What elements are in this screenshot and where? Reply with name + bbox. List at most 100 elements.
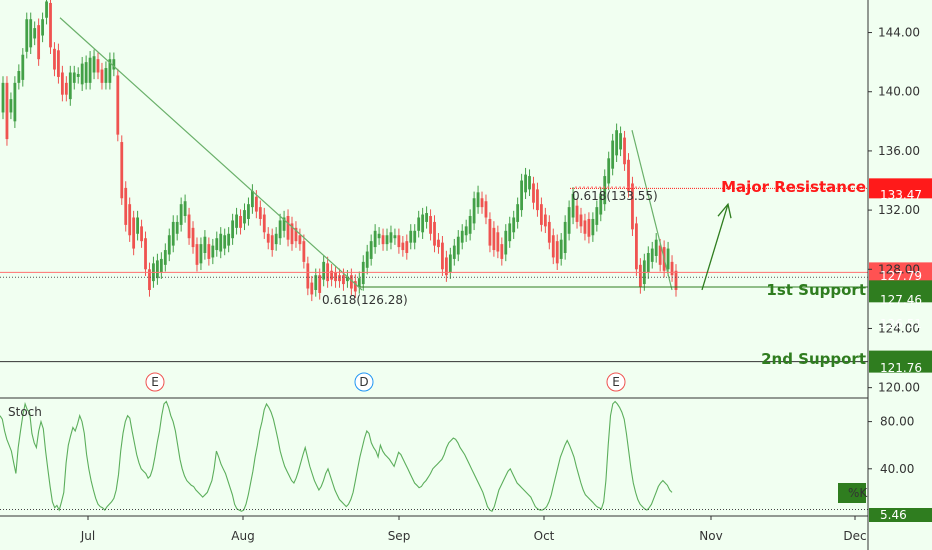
text-layer: Stoch %K Jul Aug Sep Oct Nov Dec Major R… [8, 178, 922, 543]
candle-body [373, 230, 377, 248]
candle-body [243, 210, 246, 224]
stoch-tick-label: 80.00 [880, 415, 914, 429]
candle-body [120, 142, 124, 199]
candle-body [611, 140, 615, 169]
candle-body [381, 235, 385, 245]
candle-body [92, 56, 96, 73]
candle-body [571, 193, 575, 218]
candle-body [203, 236, 207, 254]
candle-body [290, 223, 294, 245]
candle-body [64, 82, 68, 95]
candle-body [223, 235, 227, 249]
x-tick-label: Dec [843, 529, 866, 543]
candle-body [369, 241, 373, 259]
candle-body [607, 158, 611, 184]
candle-body [464, 226, 468, 236]
candle-body [306, 263, 310, 289]
price-tag-2: 127.46 [880, 293, 922, 307]
candle-body [346, 276, 349, 282]
candle-body [251, 190, 254, 208]
candle-body [559, 239, 563, 259]
y-tick-label: 140.00 [878, 85, 920, 99]
annotations [0, 178, 932, 522]
candle-body [421, 214, 425, 233]
candle-body [17, 71, 21, 83]
candle-body [258, 207, 262, 219]
candle-body [583, 220, 587, 234]
fib-trend-line-2 [631, 130, 673, 291]
candle-body [195, 244, 199, 265]
candle-body [520, 180, 524, 211]
y-tick-label: 128.00 [878, 262, 920, 276]
candle-body [144, 238, 147, 270]
candle-body [587, 218, 591, 237]
candle-body [615, 130, 619, 156]
candle-body [314, 275, 318, 290]
candle-body [159, 258, 163, 273]
candle-body [646, 253, 650, 273]
candle-body [25, 19, 29, 52]
candle-body [551, 235, 555, 258]
candle-body [413, 230, 417, 243]
arrow-line [701, 203, 729, 291]
candle-body [278, 220, 282, 239]
major-resistance-label: Major Resistance [721, 178, 866, 196]
candle-body [68, 72, 72, 100]
candle-body [603, 176, 607, 205]
candle-body [29, 19, 33, 48]
candle-body [496, 232, 500, 252]
candle-body [266, 233, 270, 243]
candle-body [365, 251, 369, 268]
candle-body [191, 227, 195, 248]
fib-label-1: 0.618(126.28) [322, 293, 408, 307]
candle-body [183, 201, 187, 217]
candle-body [124, 187, 128, 225]
candle-body [302, 241, 306, 262]
candle-body [80, 63, 84, 85]
candle-body [155, 260, 159, 279]
candle-body [528, 176, 531, 190]
candle-body [433, 221, 436, 246]
candle-body [536, 189, 539, 211]
y-tick-label: 136.00 [878, 144, 920, 158]
candle-body [635, 223, 638, 270]
candle-body [33, 28, 37, 39]
resistance-tag-bg [869, 178, 932, 199]
candle-body [57, 50, 60, 77]
candle-body [532, 183, 535, 203]
candle-body [219, 233, 223, 252]
candle-body [330, 270, 333, 280]
candle-body [567, 207, 571, 234]
candle-body [460, 230, 464, 243]
candle-body [444, 257, 448, 276]
candle-body [322, 261, 326, 280]
candle-body [524, 174, 527, 193]
candle-body [21, 54, 25, 80]
candle-body [231, 220, 235, 239]
candle-body [254, 196, 258, 212]
candle-body [215, 238, 219, 251]
candle-body [658, 245, 662, 265]
candle-body [579, 214, 583, 227]
candle-body [409, 230, 413, 243]
candle-body [211, 245, 215, 258]
candle-body [60, 72, 64, 95]
arrow-head [717, 202, 732, 219]
resistance-price-tag: 133.47 [880, 188, 922, 202]
candle-body [492, 227, 496, 251]
second-support-tag: 121.76 [880, 361, 922, 375]
candle-body [595, 207, 599, 225]
candle-body [116, 75, 120, 135]
candle-body [456, 236, 460, 255]
y-tick-label: 120.00 [878, 381, 920, 395]
stoch-tick-label: 40.00 [880, 462, 914, 476]
candle-body [88, 57, 92, 83]
y-tick-label: 132.00 [878, 203, 920, 217]
candle-body [148, 269, 151, 290]
stoch-current-tag-bg [869, 508, 932, 522]
candle-body [377, 233, 381, 239]
event-marker [606, 372, 626, 392]
